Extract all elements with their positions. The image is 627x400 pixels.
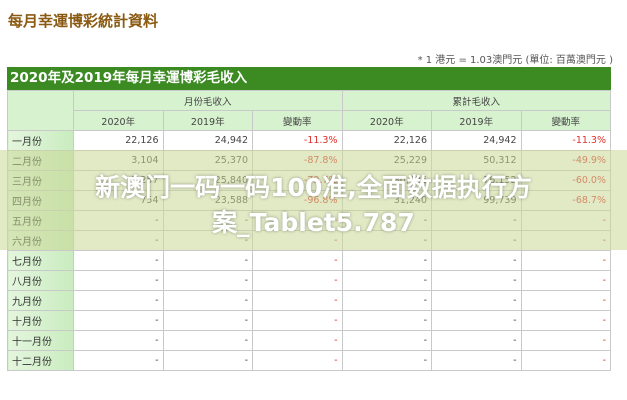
value-cell: - xyxy=(252,310,343,331)
value-cell: - xyxy=(73,350,164,371)
value-cell: - xyxy=(162,310,253,331)
value-cell: - xyxy=(162,290,253,311)
value-cell: - xyxy=(341,310,432,331)
value-cell: - xyxy=(73,310,164,331)
table-row: 七月份 - - - - - - xyxy=(7,250,611,271)
value-cell: - xyxy=(520,330,611,351)
value-cell: - xyxy=(341,330,432,351)
table-row: 一月份 22,126 24,942 -11.3% 22,126 24,942 -11.3% xyxy=(7,130,611,151)
value-cell: - xyxy=(431,290,522,311)
column-header: 2019年 xyxy=(431,110,522,131)
value-cell: 24,942 xyxy=(431,130,522,151)
value-cell: - xyxy=(520,310,611,331)
column-header: 變動率 xyxy=(252,110,343,131)
value-cell: 22,126 xyxy=(73,130,164,151)
value-cell: - xyxy=(431,310,522,331)
value-cell: - xyxy=(162,250,253,271)
value-cell: - xyxy=(431,330,522,351)
value-cell: 22,126 xyxy=(341,130,432,151)
value-cell: - xyxy=(162,270,253,291)
group-monthly: 月份毛收入 xyxy=(73,90,343,111)
table-row: 十月份 - - - - - - xyxy=(7,310,611,331)
currency-note: * 1 港元 = 1.03澳門元 (單位: 百萬澳門元 ) xyxy=(417,55,613,66)
value-cell: - xyxy=(341,250,432,271)
value-cell: - xyxy=(341,350,432,371)
value-cell: - xyxy=(520,350,611,371)
month-label: 十二月份 xyxy=(7,350,74,371)
value-cell: - xyxy=(73,270,164,291)
value-cell: - xyxy=(73,290,164,311)
page-title: 每月幸運博彩統計資料 xyxy=(8,12,159,30)
value-cell: - xyxy=(252,270,343,291)
month-label: 十月份 xyxy=(7,310,74,331)
value-cell: - xyxy=(520,290,611,311)
value-cell: - xyxy=(520,250,611,271)
value-cell: - xyxy=(252,330,343,351)
month-label: 十一月份 xyxy=(7,330,74,351)
column-header: 2020年 xyxy=(341,110,432,131)
value-cell: - xyxy=(252,250,343,271)
value-cell: - xyxy=(162,350,253,371)
watermark-line2: 案_Tablet5.787 xyxy=(212,208,415,237)
table-row: 十一月份 - - - - - - xyxy=(7,330,611,351)
column-header: 2020年 xyxy=(73,110,164,131)
value-cell: 24,942 xyxy=(162,130,253,151)
watermark-band xyxy=(0,150,627,250)
month-label: 七月份 xyxy=(7,250,74,271)
value-cell: - xyxy=(252,350,343,371)
value-cell: - xyxy=(431,350,522,371)
month-label: 八月份 xyxy=(7,270,74,291)
group-cumulative: 累計毛收入 xyxy=(341,90,611,111)
table-caption: 2020年及2019年每月幸運博彩毛收入 xyxy=(7,67,611,90)
watermark-line1: 新澳门一码一码100准,全面数据执行方 xyxy=(95,173,532,202)
value-cell: - xyxy=(162,330,253,351)
table-row: 十二月份 - - - - - - xyxy=(7,350,611,371)
month-label: 九月份 xyxy=(7,290,74,311)
table-row: 九月份 - - - - - - xyxy=(7,290,611,311)
month-label: 一月份 xyxy=(7,130,74,151)
value-cell: - xyxy=(341,270,432,291)
value-cell: - xyxy=(341,290,432,311)
value-cell: - xyxy=(252,290,343,311)
table-row: 八月份 - - - - - - xyxy=(7,270,611,291)
value-cell: - xyxy=(73,330,164,351)
value-cell: - xyxy=(73,250,164,271)
corner-cell xyxy=(7,90,74,131)
value-cell: - xyxy=(520,270,611,291)
value-cell: - xyxy=(431,270,522,291)
column-header: 2019年 xyxy=(162,110,253,131)
value-cell: - xyxy=(431,250,522,271)
value-cell: -11.3% xyxy=(520,130,611,151)
column-header: 變動率 xyxy=(520,110,611,131)
value-cell: -11.3% xyxy=(252,130,343,151)
